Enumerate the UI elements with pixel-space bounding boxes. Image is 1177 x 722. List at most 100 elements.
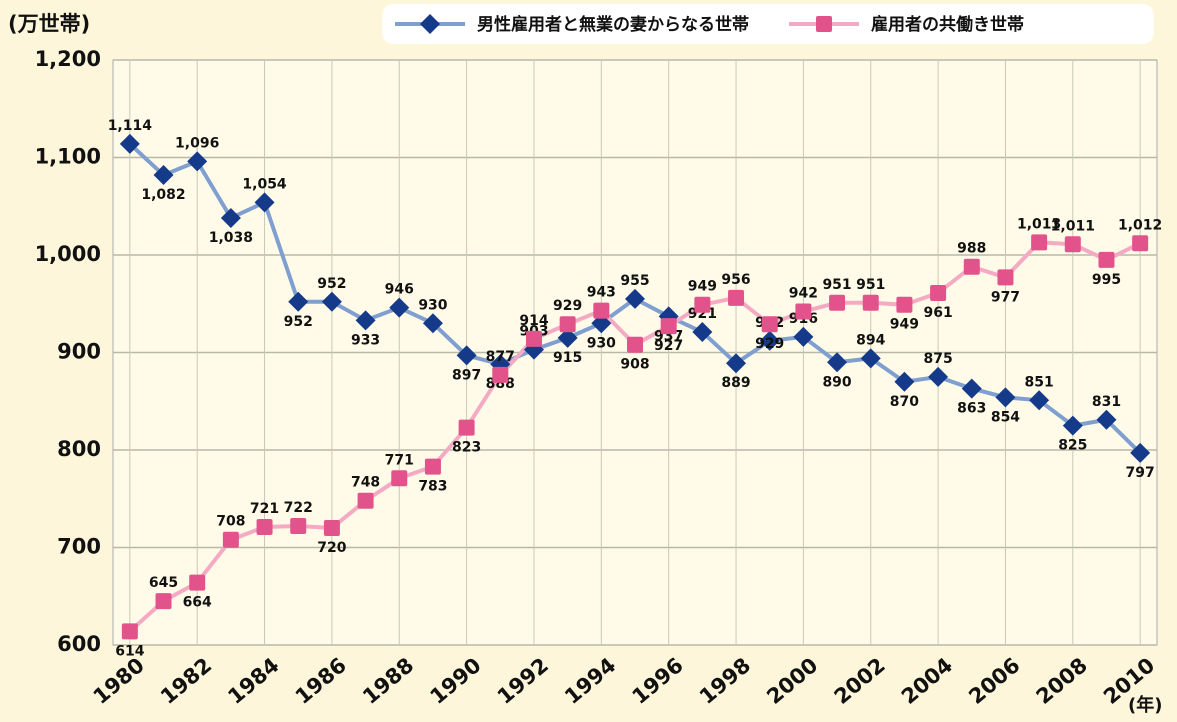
marker xyxy=(862,294,879,311)
x-tick-label: 1980 xyxy=(89,653,149,709)
marker xyxy=(829,294,846,311)
data-label: 863 xyxy=(957,401,986,417)
x-tick-label: 1988 xyxy=(358,653,418,709)
marker xyxy=(997,269,1014,286)
data-label: 748 xyxy=(351,475,380,491)
data-label: 894 xyxy=(856,332,885,348)
marker xyxy=(323,520,340,536)
x-tick-label: 2002 xyxy=(830,653,890,709)
y-tick-label: 1,000 xyxy=(35,242,101,266)
x-tick-label: 1986 xyxy=(291,653,351,709)
marker xyxy=(1064,236,1081,253)
data-label: 708 xyxy=(216,514,245,530)
marker xyxy=(155,593,172,610)
marker xyxy=(1130,442,1151,463)
marker xyxy=(557,327,578,348)
marker xyxy=(860,348,881,369)
marker xyxy=(355,310,376,331)
data-label: 915 xyxy=(553,350,582,366)
marker xyxy=(1031,234,1048,251)
marker xyxy=(559,316,576,333)
legend-label: 男性雇用者と無業の妻からなる世帯 xyxy=(477,14,749,35)
data-label: 851 xyxy=(1025,374,1054,390)
data-label: 1,082 xyxy=(141,187,185,203)
x-tick-label: 1984 xyxy=(223,653,283,709)
y-tick-label: 600 xyxy=(57,632,101,656)
marker xyxy=(728,289,745,306)
marker xyxy=(660,318,677,335)
data-label: 783 xyxy=(418,479,447,495)
x-tick-label: 1998 xyxy=(695,653,755,709)
x-tick-label: 1992 xyxy=(493,653,553,709)
marker xyxy=(1029,390,1050,411)
marker xyxy=(288,291,309,312)
marker xyxy=(456,345,477,366)
data-label: 951 xyxy=(856,277,885,293)
marker xyxy=(694,296,711,313)
marker xyxy=(894,371,915,392)
marker xyxy=(795,303,812,320)
data-label: 908 xyxy=(620,357,649,373)
marker xyxy=(220,207,241,228)
data-label: 949 xyxy=(890,317,919,333)
data-label: 854 xyxy=(991,409,1020,425)
marker xyxy=(627,336,643,353)
marker xyxy=(321,291,342,312)
data-label: 930 xyxy=(418,297,447,313)
marker xyxy=(121,623,138,640)
marker xyxy=(759,330,780,351)
marker xyxy=(726,353,747,374)
data-label: 1,012 xyxy=(1118,217,1162,233)
data-label: 720 xyxy=(317,540,346,556)
data-label: 943 xyxy=(587,285,616,301)
data-label: 797 xyxy=(1126,465,1155,481)
data-label: 946 xyxy=(385,282,414,298)
marker xyxy=(1062,415,1083,436)
marker xyxy=(761,316,778,333)
data-label: 942 xyxy=(789,286,818,302)
x-tick-label: 1996 xyxy=(628,653,688,709)
marker xyxy=(458,419,475,436)
data-label: 614 xyxy=(115,643,144,659)
y-axis-label: (万世帯) xyxy=(8,12,90,36)
marker xyxy=(119,133,140,154)
marker xyxy=(896,296,913,313)
data-label: 831 xyxy=(1092,394,1121,410)
data-label: 949 xyxy=(688,279,717,295)
marker xyxy=(256,519,273,536)
x-axis-label: (年) xyxy=(1128,694,1162,716)
marker xyxy=(492,366,509,383)
y-tick-label: 1,200 xyxy=(35,47,101,71)
marker xyxy=(1098,251,1115,268)
marker xyxy=(357,492,374,509)
legend-marker xyxy=(420,14,440,34)
data-label: 1,038 xyxy=(209,230,253,246)
data-label: 870 xyxy=(890,394,919,410)
x-tick-label: 1982 xyxy=(156,653,216,709)
data-label: 771 xyxy=(385,452,414,468)
data-label: 927 xyxy=(654,338,683,354)
y-tick-label: 1,100 xyxy=(35,145,101,169)
marker xyxy=(692,322,713,343)
marker xyxy=(793,326,814,347)
data-label: 995 xyxy=(1092,272,1121,288)
data-label: 825 xyxy=(1058,438,1087,454)
marker xyxy=(187,151,208,172)
marker xyxy=(827,352,848,373)
y-tick-label: 900 xyxy=(57,340,101,364)
data-label: 722 xyxy=(284,500,313,516)
legend-marker xyxy=(816,16,832,32)
data-label: 1,054 xyxy=(242,176,287,192)
data-label: 1,013 xyxy=(1017,216,1061,232)
data-label: 823 xyxy=(452,440,481,456)
data-label: 930 xyxy=(587,335,616,351)
marker xyxy=(424,458,441,475)
marker xyxy=(222,531,239,548)
x-tick-label: 1994 xyxy=(560,653,620,709)
data-label: 952 xyxy=(284,314,313,330)
marker xyxy=(930,285,947,302)
marker xyxy=(961,378,982,399)
data-label: 1,096 xyxy=(175,135,219,151)
marker xyxy=(254,192,275,213)
